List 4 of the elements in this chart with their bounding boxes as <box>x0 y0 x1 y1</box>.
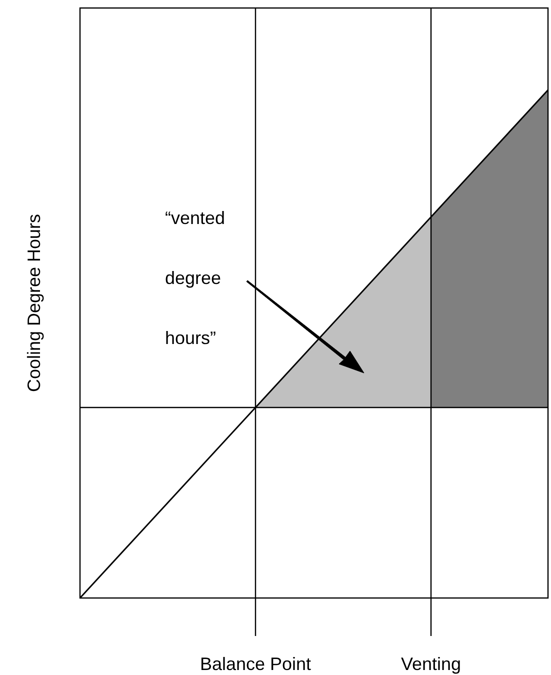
text: “vented degree hours” <box>165 208 226 348</box>
x-tick-label: Balance Point <box>200 654 312 674</box>
x-tick-label: Venting <box>400 654 462 674</box>
y-axis-title: Cooling Degree Hours <box>24 214 44 392</box>
